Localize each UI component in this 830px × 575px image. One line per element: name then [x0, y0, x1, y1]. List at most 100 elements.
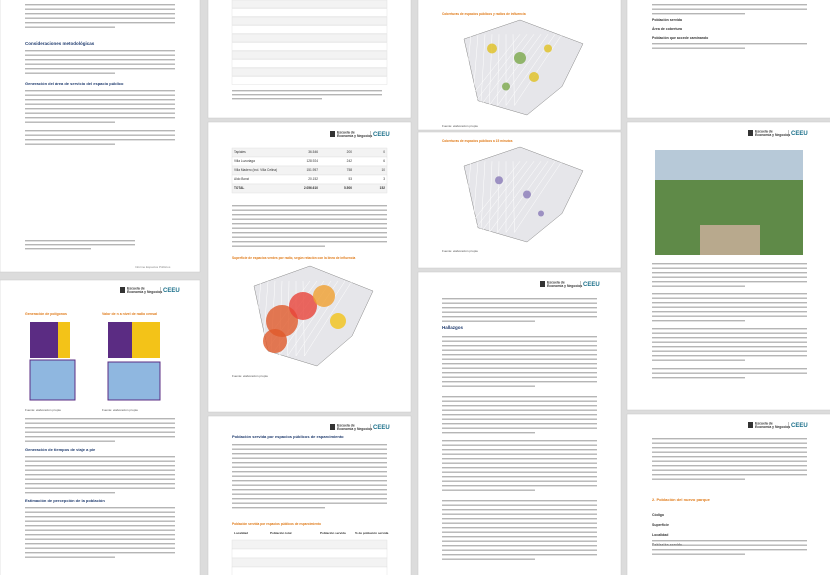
map-blob [523, 190, 531, 199]
text-line [25, 72, 115, 74]
text-line [652, 302, 807, 304]
text-line [232, 480, 387, 482]
text-line [652, 47, 745, 49]
text-line [25, 59, 175, 61]
map-border [514, 161, 563, 233]
map-border [472, 161, 528, 233]
text-line [442, 409, 597, 411]
text-line [25, 26, 115, 28]
map-border [472, 34, 528, 106]
text: 242 [347, 159, 353, 163]
text-line [442, 298, 597, 300]
map-blob [538, 210, 544, 217]
table-row [231, 566, 388, 575]
text-line [442, 458, 597, 460]
text-line [652, 43, 807, 45]
text: Área de cobertura [652, 26, 682, 31]
text: Economía y Negocios [547, 284, 582, 288]
text: Coberturas de espacios públicos y radios… [442, 12, 526, 16]
text-line [442, 554, 597, 556]
text-line [442, 531, 597, 533]
text-line [652, 377, 745, 379]
text-line [652, 553, 745, 555]
text-line [232, 493, 387, 495]
text-line [25, 465, 175, 467]
text-line [232, 227, 387, 229]
text-line [232, 448, 387, 450]
table-row [231, 539, 388, 550]
text: Villa Luzuriaga [234, 159, 255, 163]
text: Estimación de percepción de la población [25, 498, 105, 503]
text-line [25, 474, 175, 476]
text-line [232, 471, 387, 473]
text: Economía y Negocios [755, 133, 790, 137]
page [626, 413, 830, 575]
text-line [442, 467, 597, 469]
text-line [232, 453, 387, 455]
map-outline [463, 19, 584, 116]
text-line [25, 478, 175, 480]
map-blob [502, 82, 510, 91]
text-line [442, 453, 597, 455]
text-line [652, 285, 745, 287]
table-row [231, 183, 388, 194]
text-line [442, 449, 597, 451]
text: Escuela de [755, 421, 773, 425]
text: Población servida por espacios públicos … [232, 522, 321, 526]
text: Escuela de [337, 130, 355, 134]
logo-icon [540, 281, 545, 287]
text-line [232, 94, 382, 96]
logo-icon [120, 287, 125, 293]
text-line [442, 540, 597, 542]
text-line [25, 492, 115, 494]
text: Población que accede caminando [652, 36, 708, 40]
text: Fuente: elaboración propia [442, 124, 478, 128]
text-line [25, 22, 175, 24]
text-line [652, 549, 807, 551]
text: CEEU [163, 288, 180, 294]
text-line [442, 349, 597, 351]
text: % de población servida [355, 531, 389, 535]
text-line [442, 485, 597, 487]
text-line [25, 143, 115, 145]
figure [29, 359, 76, 401]
text-line [25, 547, 175, 549]
text-line [652, 465, 807, 467]
text: CEEU [373, 132, 390, 138]
text-line [25, 538, 175, 540]
text-line [652, 306, 807, 308]
text-line [652, 332, 807, 334]
text-line [652, 297, 807, 299]
text: 758 [347, 168, 353, 172]
text-line [25, 552, 175, 554]
text-line [442, 316, 597, 318]
logo-sep [370, 424, 371, 431]
text-line [442, 462, 597, 464]
text-line [25, 50, 175, 52]
map-border [304, 280, 353, 357]
text: TOTAL [234, 186, 244, 190]
text-line [232, 444, 387, 446]
text: Hallazgos [442, 325, 464, 330]
map-border [497, 161, 549, 233]
text-line [442, 549, 597, 551]
text-line [232, 498, 387, 500]
text-line [652, 460, 807, 462]
text-line [442, 396, 597, 398]
text: Superficie [652, 523, 669, 527]
text-line [232, 218, 387, 220]
text-line [25, 13, 175, 15]
text-line [442, 522, 597, 524]
text-line [442, 372, 597, 374]
figure [107, 361, 161, 401]
figure [132, 322, 160, 358]
table-row [231, 0, 388, 9]
text-line [25, 431, 175, 433]
text-line [442, 432, 535, 434]
text-line [25, 427, 175, 429]
text-line [442, 307, 597, 309]
text-line [25, 556, 115, 558]
text-line [442, 363, 597, 365]
text-line [442, 345, 597, 347]
